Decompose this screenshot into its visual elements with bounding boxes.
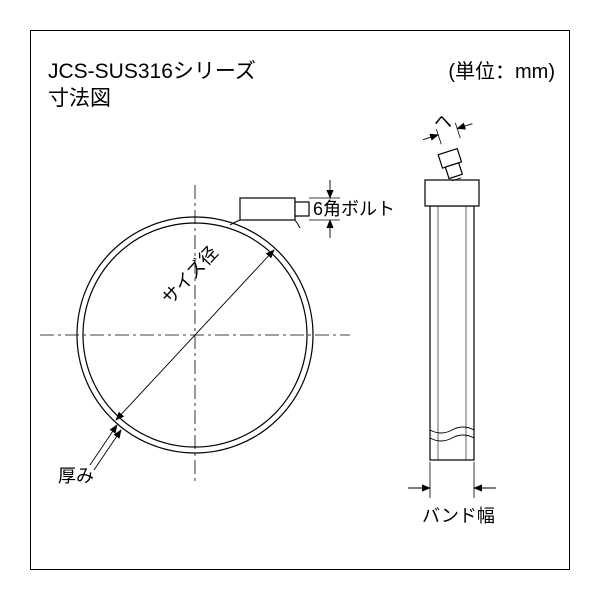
label-band-width: バンド幅 [422, 502, 495, 528]
diagram-area: 6角ボルト サイズ径 厚み バンド幅 ヘ [30, 110, 570, 540]
series-title: JCS-SUS316シリーズ [48, 55, 256, 85]
label-bolt-head: ヘ [434, 108, 452, 134]
drawing-subtitle: 寸法図 [48, 82, 111, 112]
label-thickness: 厚み [58, 462, 94, 488]
label-hex-bolt: 6角ボルト [313, 195, 395, 221]
dimension-drawing [30, 110, 570, 540]
unit-label: (単位：mm) [448, 55, 555, 84]
side-view [408, 118, 496, 498]
